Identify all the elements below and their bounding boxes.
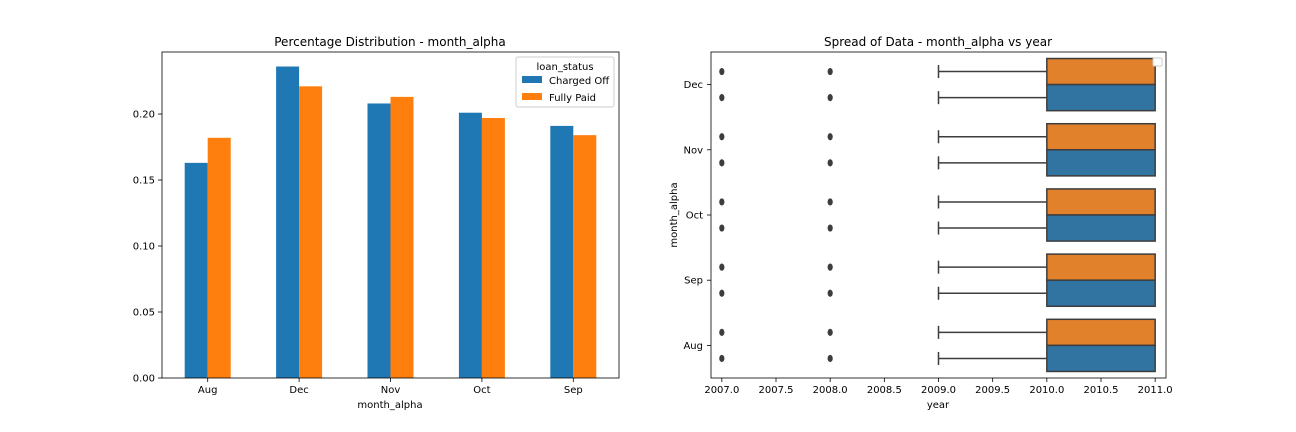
box-plot-x-axis-label: year <box>927 400 950 411</box>
bar-charged-off-dec <box>276 66 300 378</box>
bar-fully-paid-dec <box>299 86 323 378</box>
outlier-point-fully-paid-aug <box>827 328 833 336</box>
box-plot: Spread of Data - month_alpha vs year Dec… <box>669 35 1173 411</box>
bar-charged-off-oct <box>458 112 482 378</box>
outlier-point-charged-off-sep <box>719 289 725 297</box>
box-fully-paid-dec <box>1046 57 1156 86</box>
outlier-point-charged-off-oct <box>719 224 725 232</box>
box-charged-off-sep <box>1046 279 1156 308</box>
bar-charged-off-aug <box>184 162 208 378</box>
box-fully-paid-oct <box>1046 188 1156 216</box>
legend-title: loan_status <box>536 62 593 73</box>
x-tick-label: 2009.5 <box>975 385 1010 396</box>
outlier-point-charged-off-dec <box>719 94 725 102</box>
x-tick-label: Dec <box>289 385 308 396</box>
x-tick-label: 2008.0 <box>813 385 848 396</box>
x-tick-label: 2008.5 <box>867 385 902 396</box>
box-charged-off-oct <box>1046 214 1156 242</box>
x-tick-label: 2010.0 <box>1029 385 1064 396</box>
x-tick-label: 2007.5 <box>759 385 794 396</box>
y-tick-label: 0.10 <box>133 242 155 253</box>
bar-chart-frame <box>161 51 620 379</box>
x-tick-label: 2009.0 <box>921 385 956 396</box>
outlier-point-fully-paid-oct <box>827 198 833 206</box>
box-fully-paid-aug <box>1046 318 1156 347</box>
outlier-point-charged-off-aug <box>719 354 725 363</box>
outlier-point-charged-off-dec <box>827 94 833 102</box>
bar-chart-x-axis-label: month_alpha <box>357 400 422 411</box>
y-tick-label: 0.15 <box>133 176 155 187</box>
outlier-point-charged-off-oct <box>827 224 833 232</box>
x-tick-label: Oct <box>473 385 490 396</box>
bar-fully-paid-aug <box>207 137 231 378</box>
box-plot-title: Spread of Data - month_alpha vs year <box>824 35 1052 49</box>
box-charged-off-nov <box>1046 149 1156 177</box>
x-tick-label: 2011.0 <box>1138 385 1173 396</box>
bar-fully-paid-nov <box>390 96 414 378</box>
outlier-point-fully-paid-sep <box>827 263 833 271</box>
x-tick-label: 2007.0 <box>704 385 739 396</box>
box-charged-off-aug <box>1046 344 1156 373</box>
outlier-point-charged-off-aug <box>827 354 833 363</box>
box-charged-off-dec <box>1046 83 1156 112</box>
x-tick-label: Nov <box>381 385 401 396</box>
box-plot-y-axis-label: month_alpha <box>669 182 680 247</box>
legend-swatch-fully-paid <box>522 93 542 100</box>
bar-charged-off-sep <box>550 125 574 378</box>
outlier-point-fully-paid-dec <box>719 67 725 76</box>
y-tick-label: Oct <box>686 211 703 222</box>
bar-chart-axes: Aug Dec Nov Oct Sep 0.00 0.05 0.10 0.15 0.20 <box>133 51 620 396</box>
legend-label-charged-off: Charged Off <box>549 76 610 87</box>
x-tick-label: Aug <box>198 385 218 396</box>
box-plot-frame <box>710 51 1167 379</box>
bar-chart: Percentage Distribution - month_alpha Au… <box>133 35 620 411</box>
bar-chart-bars <box>184 66 597 378</box>
outlier-point-charged-off-nov <box>719 159 725 167</box>
outlier-point-fully-paid-nov <box>719 133 725 141</box>
outlier-point-fully-paid-nov <box>827 133 833 141</box>
bar-fully-paid-sep <box>573 135 597 378</box>
y-tick-label: Dec <box>684 80 703 91</box>
bar-fully-paid-oct <box>481 117 505 378</box>
x-tick-label: 2010.5 <box>1084 385 1119 396</box>
x-tick-label: Sep <box>564 385 583 396</box>
legend-label-fully-paid: Fully Paid <box>549 93 596 104</box>
box-plot-boxes <box>719 57 1156 373</box>
outlier-point-fully-paid-dec <box>827 67 833 76</box>
outlier-point-fully-paid-aug <box>719 328 725 336</box>
bar-chart-title: Percentage Distribution - month_alpha <box>274 35 506 49</box>
box-fully-paid-nov <box>1046 122 1156 151</box>
outlier-point-fully-paid-sep <box>719 263 725 271</box>
box-plot-axes: Dec Nov Oct Sep Aug 2007.0 2007.5 2008.0 2008.5 2… <box>683 51 1173 396</box>
y-tick-label: Sep <box>684 276 703 287</box>
y-tick-label: 0.20 <box>133 110 155 121</box>
outlier-point-fully-paid-oct <box>719 198 725 206</box>
y-tick-label: 0.05 <box>133 308 155 319</box>
bar-charged-off-nov <box>367 103 391 378</box>
box-fully-paid-sep <box>1046 253 1156 281</box>
outlier-point-charged-off-sep <box>827 289 833 297</box>
y-tick-label: Nov <box>683 145 703 156</box>
outlier-point-charged-off-nov <box>827 159 833 167</box>
y-tick-label: 0.00 <box>133 374 155 385</box>
box-plot-legend <box>1152 57 1163 67</box>
y-tick-label: Aug <box>683 341 703 352</box>
legend-swatch-charged-off <box>522 76 542 83</box>
bar-chart-legend: loan_status Charged Off Fully Paid <box>515 56 615 108</box>
